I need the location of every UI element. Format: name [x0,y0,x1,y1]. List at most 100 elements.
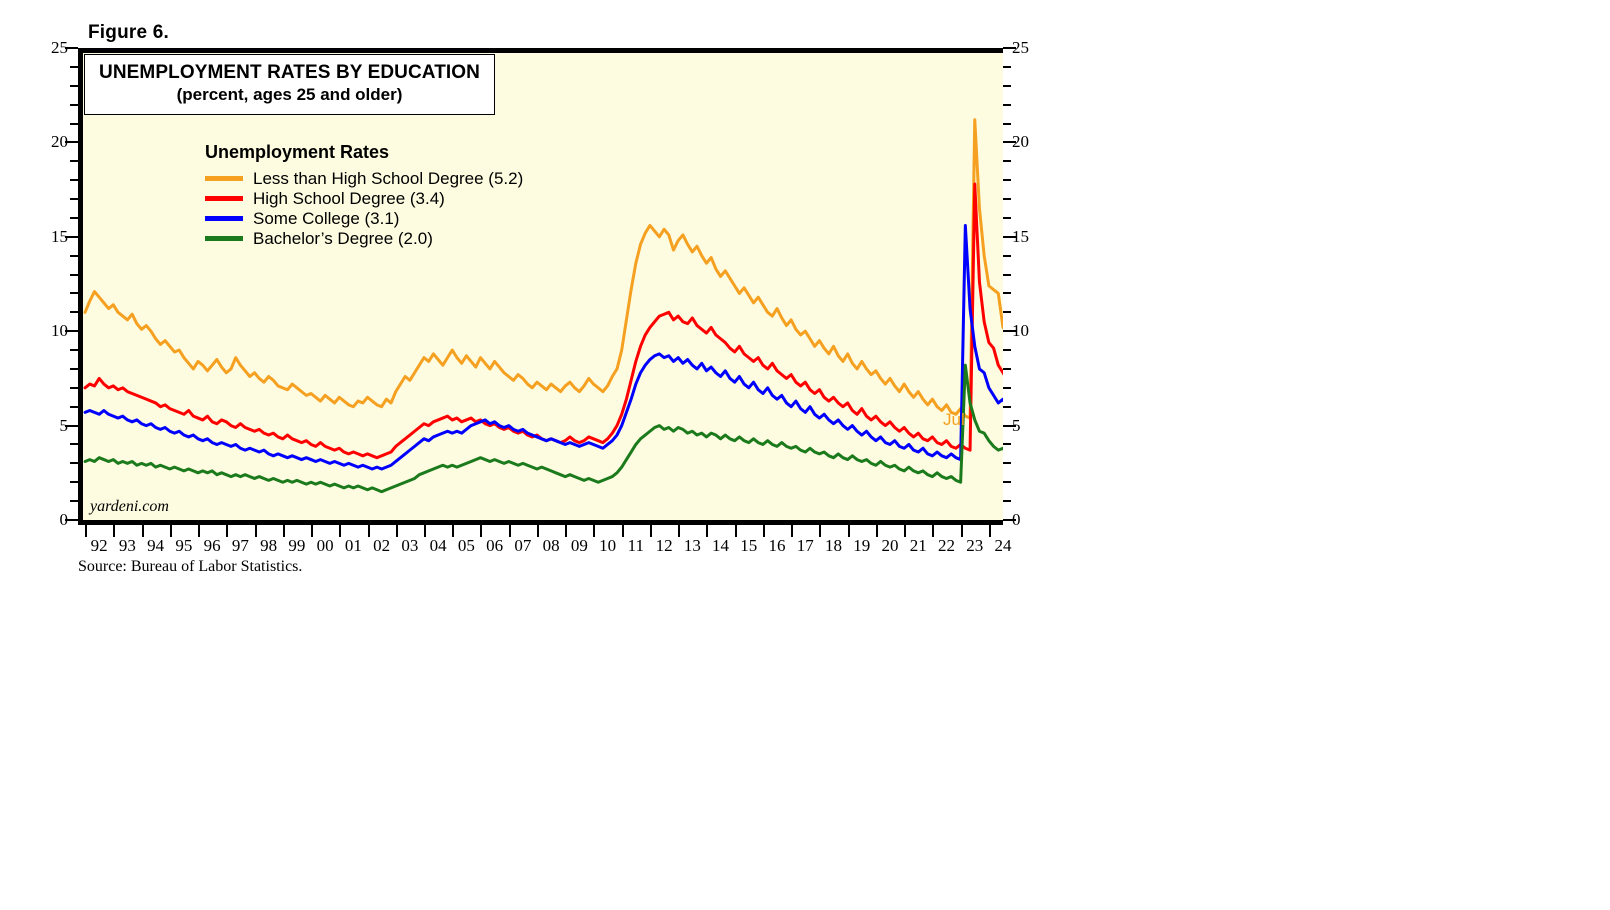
legend-item-label: Less than High School Degree (5.2) [253,168,524,188]
y-axis-right-ticks [1003,47,1018,521]
x-axis-tick [282,525,285,537]
x-axis-label: 22 [938,536,955,555]
y-axis-minor-tick [70,84,78,87]
x-axis-label: 99 [288,536,306,555]
y-axis-minor-tick [1003,311,1011,314]
x-axis-tick [988,525,991,537]
y-axis-minor-tick [1003,386,1011,389]
y-axis-minor-tick [1003,65,1011,68]
y-axis-label: 25 [51,38,68,57]
y-axis-minor-tick [70,386,78,389]
y-axis-minor-tick [70,160,78,163]
x-axis-label: 03 [401,536,419,555]
chart-lines [83,118,1003,494]
legend-item: Less than High School Degree (5.2) [205,168,523,188]
x-axis-label: 15 [740,536,758,555]
y-axis-minor-tick [1003,122,1011,125]
x-axis-tick [198,525,201,537]
chart-title-box: UNEMPLOYMENT RATES BY EDUCATION (percent… [84,54,496,116]
x-axis-label: 16 [768,536,786,555]
y-axis-label: 10 [1012,321,1029,341]
x-axis-label: 11 [627,536,644,555]
x-axis-label: 18 [825,536,843,555]
y-axis-minor-tick [70,349,78,352]
x-axis-tick [791,525,794,537]
y-axis-major-tick [1003,141,1016,144]
x-axis-tick [734,525,737,537]
x-axis-tick [452,525,455,537]
y-axis-minor-tick [1003,367,1011,370]
x-axis-label: 17 [796,536,814,555]
x-axis-tick [141,525,144,537]
y-axis-minor-tick [70,311,78,314]
y-axis-minor-tick [70,481,78,484]
chart-subtitle: (percent, ages 25 and older) [176,84,403,104]
figure-label: Figure 6. [88,22,169,43]
y-axis-minor-tick [1003,500,1011,503]
legend-item: Some College (3.1) [205,208,523,228]
x-axis-label: 09 [570,536,588,555]
y-axis-label: 15 [1012,226,1029,246]
x-axis-label: 00 [316,536,334,555]
y-axis-label: 0 [1012,510,1021,529]
chart-legend: Unemployment Rates Less than High School… [205,142,523,248]
y-axis-label: 10 [51,321,68,341]
x-axis-tick [847,525,850,537]
y-axis-major-tick [65,47,78,49]
y-axis-label: 15 [51,226,68,246]
y-axis-minor-tick [1003,481,1011,484]
x-axis-tick [113,525,116,537]
legend-color-swatch [205,195,243,201]
x-axis-tick [565,525,568,537]
y-axis-minor-tick [1003,103,1011,106]
chart-plot-area [78,48,1003,520]
y-axis-major-tick [1003,424,1016,427]
x-axis-tick [169,525,172,537]
y-axis-minor-tick [1003,254,1011,257]
x-axis-label: 96 [203,536,221,555]
x-axis-label: 19 [853,536,871,555]
legend-color-swatch [205,215,243,221]
y-axis-minor-tick [70,367,78,370]
x-axis-tick [480,525,483,537]
y-axis-label: 25 [1012,38,1029,57]
y-axis-minor-tick [70,254,78,257]
x-axis-tick [819,525,822,537]
y-axis-major-tick [65,330,78,333]
x-axis: 92 93 94 95 96 97 98 99 00 01 02 03 04 05 06 07 08 09 10 11… [78,525,1012,559]
x-axis-label: 93 [118,536,136,555]
x-axis-tick [621,525,624,537]
legend-color-swatch [205,235,243,241]
x-axis-tick [508,525,511,537]
legend-color-swatch [205,175,243,181]
y-axis-minor-tick [1003,349,1011,352]
source-note: Source: Bureau of Labor Statistics. [78,558,303,575]
x-axis-label: 07 [514,536,532,555]
y-axis-minor-tick [1003,84,1011,87]
y-axis-minor-tick [70,216,78,219]
x-axis-tick [339,525,342,537]
y-axis-major-tick [1003,235,1016,238]
y-axis-major-tick [1003,330,1016,333]
x-axis-label: 02 [373,536,391,555]
y-axis-minor-tick [1003,273,1011,276]
x-axis-label: 14 [712,536,730,555]
y-axis-label: 20 [51,132,68,152]
y-axis-minor-tick [70,65,78,68]
legend-item: High School Degree (3.4) [205,188,523,208]
x-axis-tick [904,525,907,537]
y-axis-label: 5 [59,415,69,435]
y-axis-minor-tick [70,500,78,503]
y-axis-left-labels: 0 5 10 15 20 25 [24,38,69,529]
x-axis-tick [395,525,398,537]
x-axis-tick [536,525,539,537]
x-axis-label: 13 [683,536,701,555]
x-axis-label: 24 [994,536,1012,555]
x-axis-tick [649,525,652,537]
x-axis-tick [311,525,313,537]
x-axis-label: 10 [599,536,617,555]
y-axis-label: 5 [1012,415,1021,435]
y-axis-minor-tick [1003,405,1011,408]
y-axis-minor-tick [1003,198,1011,201]
x-axis-label: 98 [260,536,278,555]
